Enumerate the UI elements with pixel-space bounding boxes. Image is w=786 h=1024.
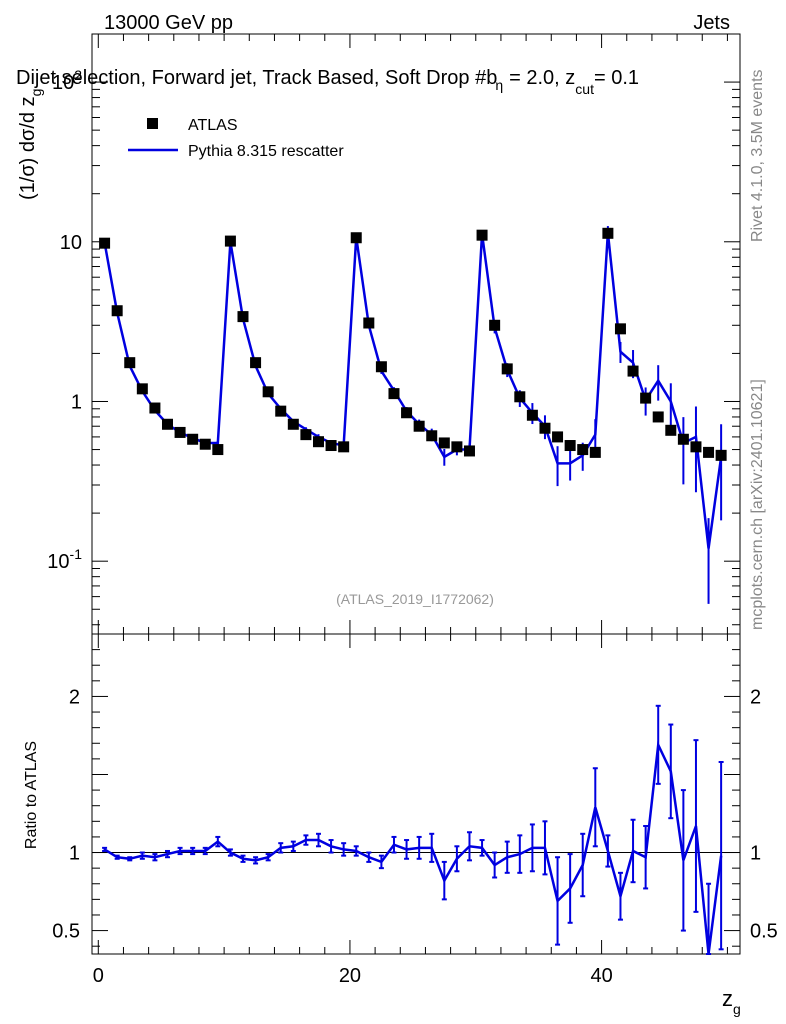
y-tick-label-ratio-right: 1 [750,843,761,865]
rivet-label: Rivet 4.1.0, 3.5M events [749,69,766,242]
title-beta: = 2.0, z [509,67,575,89]
atlas-data-point [262,386,274,398]
atlas-data-point [338,441,350,453]
atlas-data-point [577,444,589,456]
atlas-data-point [199,438,211,450]
atlas-data-point [703,446,715,458]
axes-group: 0 20 40 10-1 1 10 102 0.5 0.5 1 1 2 2 [47,33,778,987]
atlas-data-point [174,426,186,438]
title-end: = 0.1 [594,67,639,89]
y-tick-label-ratio: 2 [69,686,80,708]
title-cut: cut [575,81,594,97]
main-series-group [99,226,727,604]
atlas-data-point [501,363,513,375]
y-tick-label-ratio: 0.5 [52,921,80,943]
atlas-data-point [250,357,262,369]
title-main: Dijet selection, Forward jet, Track Base… [16,67,497,89]
x-tick-label: 40 [590,965,612,987]
y-tick-label-ratio-right: 2 [750,686,761,708]
atlas-data-point [413,420,425,432]
x-tick-label: 0 [93,965,104,987]
y-tick-exponent: 2 [74,67,82,83]
atlas-data-point [224,235,236,247]
y-tick-label-ratio-right: 0.5 [750,921,778,943]
atlas-data-point [602,227,614,239]
atlas-data-point [589,446,601,458]
atlas-data-point [161,418,173,430]
atlas-data-point [350,232,362,244]
atlas-data-point [539,422,551,434]
y-axis-label-main-sub: g [28,89,44,97]
atlas-data-point [99,237,111,249]
energy-label: 13000 GeV pp [104,12,233,34]
legend-mc-label: Pythia 8.315 rescatter [188,143,344,160]
legend-data-marker [147,118,158,129]
atlas-data-point [111,305,123,317]
atlas-data-point [401,407,413,419]
atlas-data-point [426,430,438,442]
atlas-data-point [640,392,652,404]
atlas-data-point [665,424,677,436]
ratio-series-group [102,704,724,955]
y-axis-label-ratio: Ratio to ATLAS [23,741,40,849]
atlas-data-point [476,229,488,241]
atlas-data-point [375,361,387,373]
x-axis-label-text: z [722,986,733,1011]
atlas-data-point [463,445,475,457]
atlas-data-point [489,319,501,331]
x-axis-label-sub: g [733,1001,741,1017]
analysis-watermark: (ATLAS_2019_I1772062) [336,591,494,607]
atlas-data-point [690,441,702,453]
atlas-data-point [363,317,375,329]
y-tick-label-main: 10 [60,232,82,254]
mc-series-line [103,232,723,549]
atlas-data-point [564,440,576,452]
atlas-data-point [124,357,136,369]
y-tick-label-main: 10-1 [47,546,82,573]
atlas-data-point [136,383,148,395]
y-tick-label-main: 1 [71,391,82,413]
title-beta-symbol: η [495,77,503,93]
atlas-data-point [275,405,287,417]
atlas-data-point [237,311,249,323]
atlas-data-point [514,391,526,403]
y-tick-label-ratio: 1 [69,843,80,865]
atlas-data-point [627,365,639,377]
atlas-data-point [552,431,564,443]
atlas-data-point [300,429,312,441]
atlas-data-point [438,437,450,449]
atlas-data-point [526,409,538,421]
mcplots-label: mcplots.cern.ch [arXiv:2401.10621] [749,379,766,630]
legend-data-label: ATLAS [188,117,238,134]
atlas-data-point [212,444,224,456]
category-label: Jets [693,12,730,34]
atlas-data-point [451,441,463,453]
x-axis-label: zg [722,986,741,1017]
atlas-data-point [388,388,400,400]
ratio-series-line [103,740,723,955]
y-axis-label-main: (1/σ) dσ/d zg [17,89,44,200]
y-axis-label-main-text: (1/σ) dσ/d z [17,96,39,200]
atlas-data-point [187,433,199,445]
plot-title: Dijet selection, Forward jet, Track Base… [16,67,639,97]
atlas-data-point [312,436,324,448]
ratio-panel-frame [91,633,741,955]
atlas-data-point [715,449,727,461]
atlas-data-point [325,440,337,452]
atlas-data-point [287,418,299,430]
atlas-data-point [652,411,664,423]
x-tick-label: 20 [339,965,361,987]
y-tick-label-main: 102 [52,67,82,94]
y-tick-exponent: -1 [70,546,83,562]
atlas-data-point [149,402,161,414]
atlas-data-point [677,433,689,445]
atlas-data-point [614,323,626,335]
